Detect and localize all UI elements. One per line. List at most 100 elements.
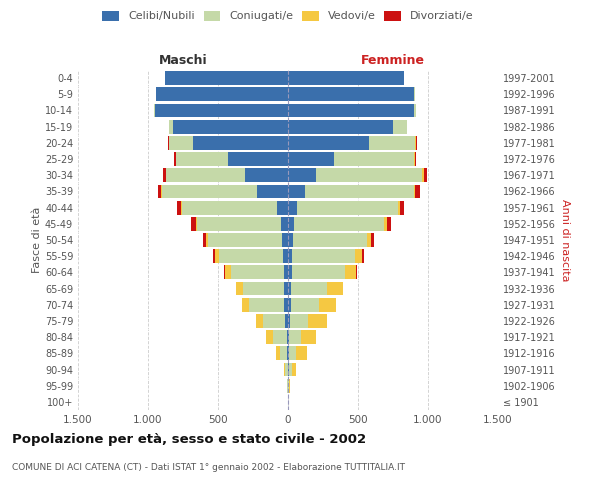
Bar [305,184,414,198]
Bar [257,184,288,198]
Bar [367,233,371,247]
Bar [288,362,289,376]
Bar [169,120,173,134]
Bar [154,104,155,118]
Bar [280,346,287,360]
Bar [292,362,296,376]
Bar [297,200,398,214]
Bar [319,298,335,312]
Bar [414,88,415,101]
Bar [235,282,236,296]
Bar [288,120,393,134]
Bar [288,104,414,118]
Bar [415,184,419,198]
Bar [285,314,288,328]
Bar [283,250,288,263]
Bar [291,298,319,312]
Bar [384,217,387,230]
Bar [193,136,288,149]
Bar [263,314,285,328]
Bar [245,168,288,182]
Bar [224,266,225,280]
Bar [288,314,290,328]
Bar [283,233,288,247]
Legend: Celibi/Nubili, Coniugati/e, Vedovi/e, Divorziati/e: Celibi/Nubili, Coniugati/e, Vedovi/e, Di… [103,10,473,22]
Bar [415,152,416,166]
Bar [288,298,291,312]
Bar [356,266,357,280]
Bar [176,200,181,214]
Bar [369,136,415,149]
Bar [225,266,230,280]
Bar [362,250,364,263]
Bar [289,346,296,360]
Bar [157,88,288,101]
Bar [169,136,193,149]
Y-axis label: Anni di nascita: Anni di nascita [560,198,569,281]
Bar [276,346,280,360]
Bar [334,152,414,166]
Bar [166,168,245,182]
Bar [398,200,400,214]
Bar [284,266,288,280]
Bar [287,346,288,360]
Bar [387,217,391,230]
Bar [301,330,316,344]
Bar [424,168,427,182]
Bar [288,379,289,392]
Bar [236,282,243,296]
Bar [181,200,182,214]
Bar [272,330,287,344]
Y-axis label: Fasce di età: Fasce di età [32,207,42,273]
Bar [288,346,289,360]
Bar [288,266,292,280]
Bar [289,379,290,392]
Bar [327,282,343,296]
Bar [422,168,424,182]
Bar [288,184,305,198]
Text: COMUNE DI ACI CATENA (CT) - Dati ISTAT 1° gennaio 2002 - Elaborazione TUTTITALIA: COMUNE DI ACI CATENA (CT) - Dati ISTAT 1… [12,462,405,471]
Bar [288,152,334,166]
Bar [182,200,277,214]
Bar [203,233,206,247]
Bar [256,314,263,328]
Bar [277,200,288,214]
Bar [285,362,288,376]
Bar [292,250,355,263]
Bar [289,330,301,344]
Bar [371,233,374,247]
Bar [288,330,289,344]
Bar [228,152,288,166]
Bar [155,104,288,118]
Bar [191,217,196,230]
Bar [316,168,422,182]
Bar [242,298,249,312]
Bar [293,233,367,247]
Bar [295,217,384,230]
Bar [344,266,356,280]
Bar [414,104,416,118]
Bar [213,250,215,263]
Bar [215,250,218,263]
Bar [219,250,283,263]
Bar [289,362,292,376]
Bar [288,168,316,182]
Bar [266,330,272,344]
Bar [206,233,208,247]
Bar [308,314,326,328]
Text: Femmine: Femmine [361,54,425,67]
Bar [284,298,288,312]
Bar [414,152,415,166]
Bar [288,217,295,230]
Bar [393,120,407,134]
Bar [414,184,415,198]
Bar [288,200,297,214]
Bar [284,282,288,296]
Bar [288,282,291,296]
Text: Popolazione per età, sesso e stato civile - 2002: Popolazione per età, sesso e stato civil… [12,432,366,446]
Bar [288,136,369,149]
Bar [208,233,283,247]
Bar [165,71,288,85]
Bar [288,88,414,101]
Bar [291,282,327,296]
